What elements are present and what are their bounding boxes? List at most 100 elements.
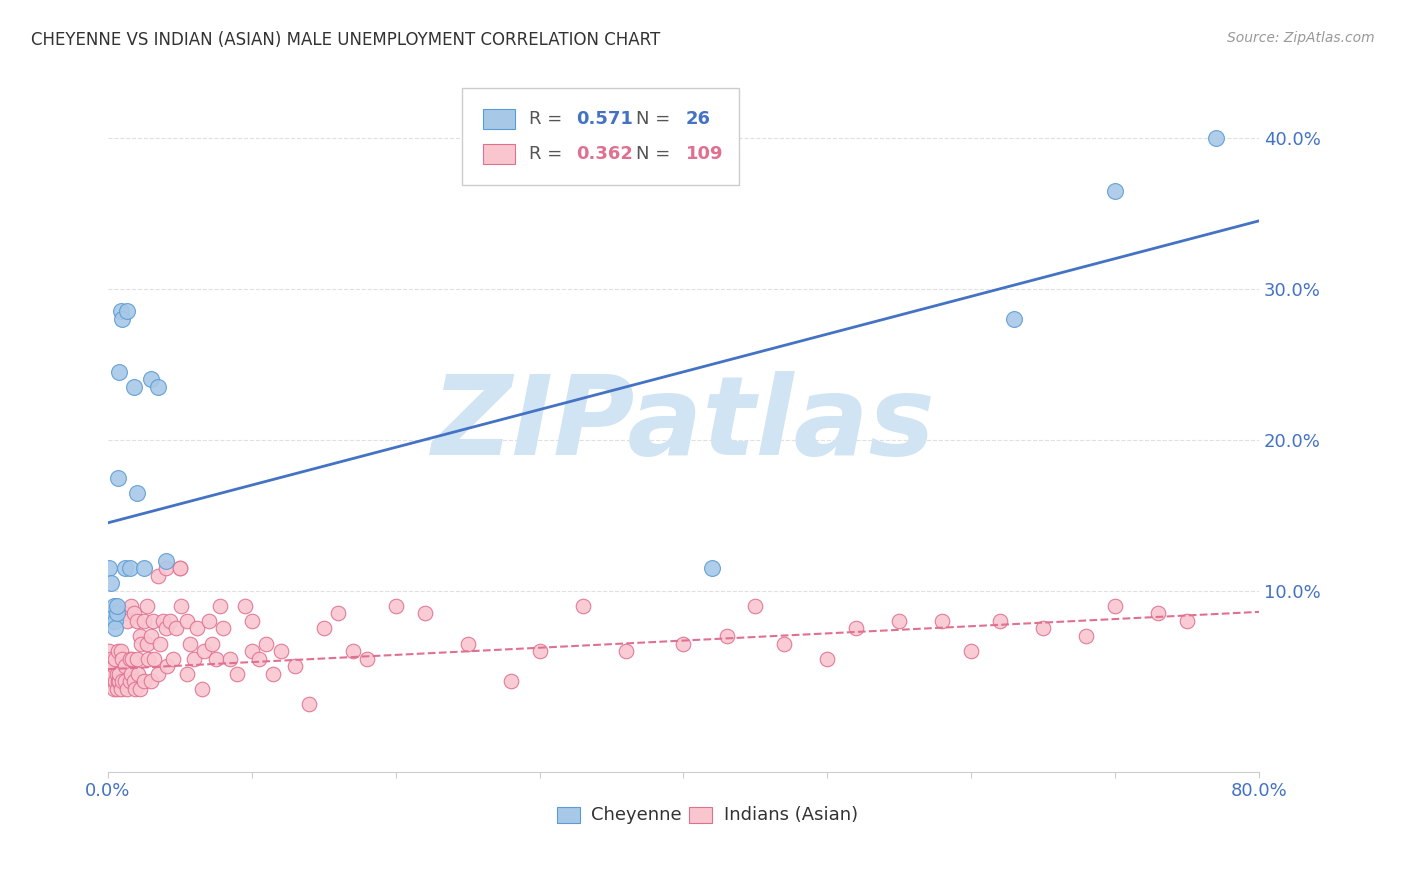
Text: Cheyenne: Cheyenne	[592, 806, 682, 824]
Point	[111, 312, 134, 326]
Point	[136, 651, 159, 665]
Point	[159, 614, 181, 628]
Point	[499, 674, 522, 689]
Point	[233, 599, 256, 613]
Point	[190, 681, 212, 696]
Point	[122, 674, 145, 689]
Point	[148, 568, 170, 582]
Point	[149, 636, 172, 650]
FancyBboxPatch shape	[689, 806, 713, 823]
Point	[254, 636, 277, 650]
Point	[240, 614, 263, 628]
Point	[702, 561, 724, 575]
Point	[1147, 607, 1170, 621]
Point	[114, 659, 136, 673]
Point	[384, 599, 406, 613]
Point	[125, 651, 148, 665]
Point	[672, 636, 695, 650]
Point	[197, 614, 219, 628]
Point	[155, 622, 177, 636]
Point	[744, 599, 766, 613]
Point	[114, 674, 136, 689]
Point	[413, 607, 436, 621]
Point	[104, 622, 127, 636]
Text: N =: N =	[637, 145, 676, 163]
Point	[143, 651, 166, 665]
Point	[162, 651, 184, 665]
Text: R =: R =	[529, 145, 568, 163]
Point	[135, 636, 157, 650]
Point	[155, 561, 177, 575]
Text: R =: R =	[529, 110, 568, 128]
FancyBboxPatch shape	[484, 110, 516, 128]
Text: Source: ZipAtlas.com: Source: ZipAtlas.com	[1227, 31, 1375, 45]
Point	[132, 674, 155, 689]
Point	[205, 651, 228, 665]
Text: N =: N =	[637, 110, 676, 128]
Point	[114, 561, 136, 575]
Point	[120, 666, 142, 681]
Point	[193, 644, 215, 658]
Point	[170, 599, 193, 613]
Text: 0.571: 0.571	[576, 110, 633, 128]
Point	[103, 681, 125, 696]
Point	[1175, 614, 1198, 628]
Point	[98, 644, 121, 658]
Point	[108, 365, 131, 379]
Point	[105, 607, 128, 621]
Point	[115, 304, 138, 318]
Point	[571, 599, 593, 613]
Point	[100, 674, 122, 689]
Text: Indians (Asian): Indians (Asian)	[724, 806, 858, 824]
Point	[135, 599, 157, 613]
FancyBboxPatch shape	[463, 87, 738, 185]
Point	[104, 674, 127, 689]
Point	[104, 614, 127, 628]
Point	[1076, 629, 1098, 643]
Point	[298, 697, 321, 711]
Point	[107, 470, 129, 484]
Text: 26: 26	[686, 110, 711, 128]
Point	[262, 666, 284, 681]
Point	[176, 614, 198, 628]
Point	[105, 599, 128, 613]
Point	[284, 659, 307, 673]
Point	[101, 674, 124, 689]
Point	[200, 636, 222, 650]
Point	[110, 681, 132, 696]
Point	[132, 614, 155, 628]
Point	[179, 636, 201, 650]
Text: CHEYENNE VS INDIAN (ASIAN) MALE UNEMPLOYMENT CORRELATION CHART: CHEYENNE VS INDIAN (ASIAN) MALE UNEMPLOY…	[31, 31, 661, 49]
Text: 109: 109	[686, 145, 723, 163]
Point	[101, 614, 124, 628]
Point	[457, 636, 479, 650]
Point	[125, 485, 148, 500]
Point	[270, 644, 292, 658]
Point	[169, 561, 191, 575]
Point	[529, 644, 551, 658]
Point	[118, 674, 141, 689]
FancyBboxPatch shape	[484, 145, 516, 163]
Point	[156, 659, 179, 673]
Point	[108, 666, 131, 681]
Point	[100, 576, 122, 591]
Point	[132, 561, 155, 575]
Point	[155, 553, 177, 567]
Point	[1104, 184, 1126, 198]
Point	[122, 380, 145, 394]
Point	[614, 644, 637, 658]
Point	[169, 561, 191, 575]
Point	[931, 614, 953, 628]
Point	[240, 644, 263, 658]
Point	[129, 636, 152, 650]
Point	[845, 622, 868, 636]
Point	[105, 666, 128, 681]
Point	[247, 651, 270, 665]
Point	[141, 674, 163, 689]
Point	[118, 561, 141, 575]
Point	[212, 622, 235, 636]
Point	[122, 607, 145, 621]
Point	[142, 614, 165, 628]
Point	[342, 644, 364, 658]
Point	[152, 614, 174, 628]
